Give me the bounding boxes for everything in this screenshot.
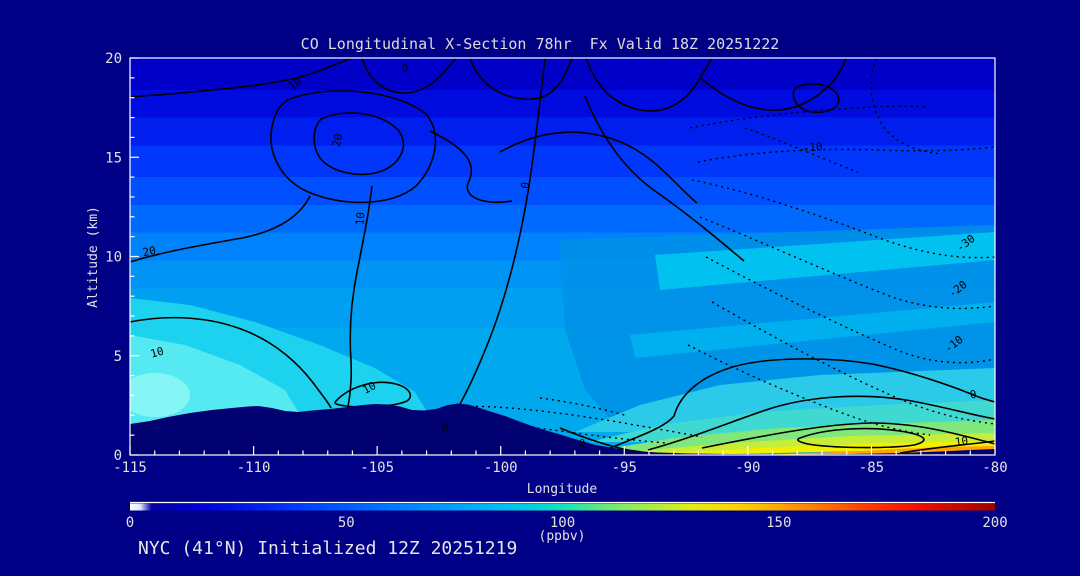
x-tick-label: -100 xyxy=(484,460,518,476)
contour-label: 10 xyxy=(360,379,378,397)
x-tick-label: -95 xyxy=(612,460,637,476)
y-axis-title: Altitude (km) xyxy=(86,206,101,308)
co-fill-light-band-1 xyxy=(655,232,995,290)
contour-label: 0 xyxy=(402,62,409,75)
filled-contour-field xyxy=(130,58,995,455)
colorbar-tick-label: 0 xyxy=(126,515,134,531)
x-tick-label: -80 xyxy=(982,460,1007,476)
contour-label: 10 xyxy=(149,345,165,361)
contour-label: 0 xyxy=(579,437,586,450)
co-fill-bl-yellow xyxy=(650,441,995,455)
terrain-silhouette xyxy=(130,403,995,455)
colorbar-tick-label: 100 xyxy=(550,515,575,531)
contour-label: 10 xyxy=(954,434,969,449)
y-tick-label: 5 xyxy=(114,349,122,365)
contour-label: 0 xyxy=(519,181,533,190)
colorbar-gradient-strip xyxy=(130,503,995,511)
y-tick-label: 20 xyxy=(105,51,122,67)
contour-lines-negative xyxy=(429,58,995,444)
contour-lines-positive xyxy=(130,58,995,455)
contour-label: 10 xyxy=(286,75,304,93)
colorbar-tick-label: 150 xyxy=(766,515,791,531)
x-tick-label: -115 xyxy=(113,460,147,476)
x-tick-label: -85 xyxy=(859,460,884,476)
colorbar-tick-label: 50 xyxy=(338,515,355,531)
contour-label: 20 xyxy=(330,132,345,148)
co-fill-west-bright-spot xyxy=(130,373,190,417)
x-tick-label: -110 xyxy=(237,460,271,476)
y-tick-label: 10 xyxy=(105,250,122,266)
caption: NYC (41°N) Initialized 12Z 20251219 xyxy=(138,538,518,559)
x-tick-label: -105 xyxy=(360,460,394,476)
co-fill-bl-green xyxy=(600,420,995,452)
contour-label: -10 xyxy=(802,140,823,155)
y-tick-label: 15 xyxy=(105,150,122,166)
contour-label: 10 xyxy=(353,212,367,226)
colorbar-tick-labels: 0 50 100 150 200 xyxy=(126,515,1008,531)
x-tick-label: -90 xyxy=(735,460,760,476)
colorbar-tick-label: 200 xyxy=(982,515,1007,531)
axis-ticks xyxy=(129,57,996,456)
contour-label: 0 xyxy=(969,388,978,402)
colorbar-unit: (ppbv) xyxy=(539,529,586,544)
contour-label: 20 xyxy=(141,244,157,259)
colorbar xyxy=(130,501,995,511)
plot-title: CO Longitudinal X-Section 78hr Fx Valid … xyxy=(300,35,780,53)
co-fill-light-band-2 xyxy=(630,302,995,358)
x-axis-title: Longitude xyxy=(527,482,598,497)
co-fill-bl-yellowgreen xyxy=(625,433,995,454)
y-tick-label: 0 xyxy=(114,448,122,464)
contour-label: 0 xyxy=(442,421,449,434)
